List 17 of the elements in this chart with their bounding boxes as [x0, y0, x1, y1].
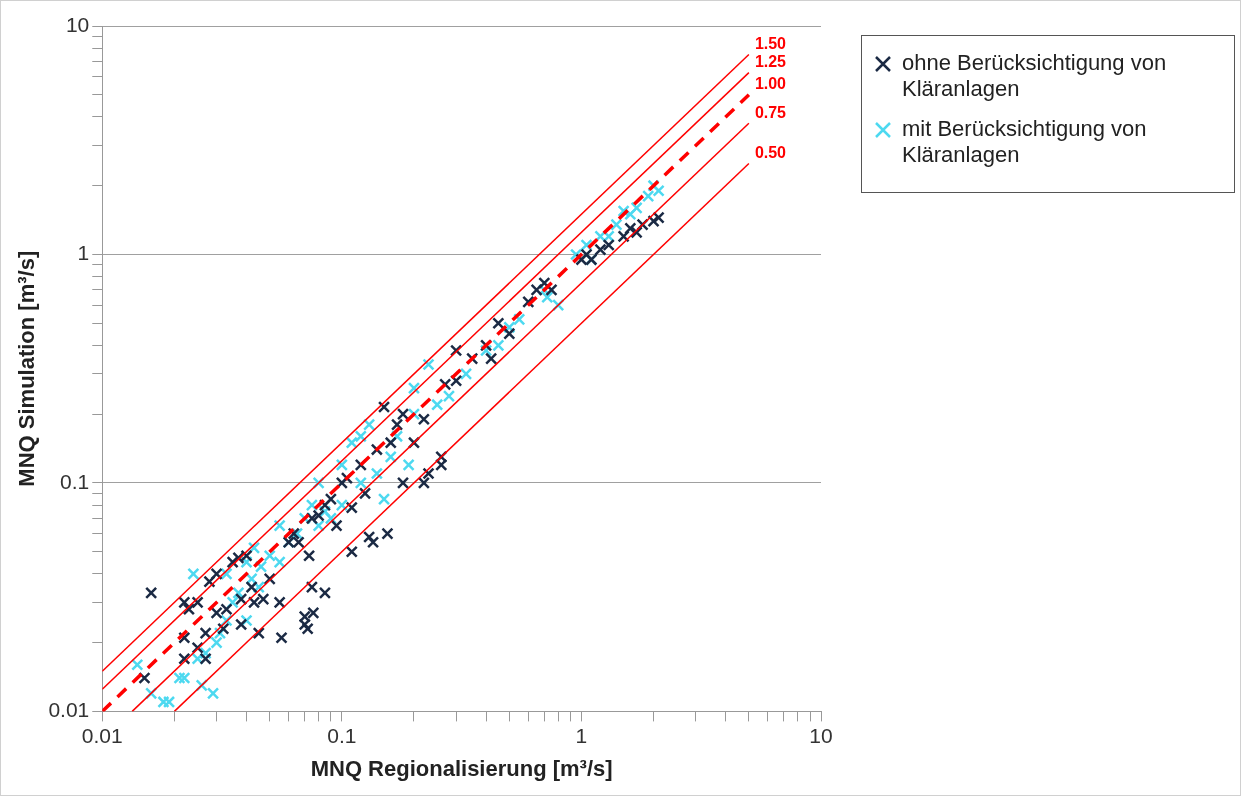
series-label: 1.50	[754, 34, 787, 52]
y-axis-title: MNQ Simulation [m³/s]	[14, 250, 40, 487]
y-tick-label: 0.01	[48, 698, 90, 722]
series-label: 1.25	[754, 53, 787, 71]
y-tick-label: 1	[77, 241, 90, 265]
y-tick-label: 0.1	[60, 469, 90, 493]
series-label: 0.75	[754, 103, 787, 121]
x-tick-label: 10	[809, 723, 833, 747]
x-tick-label: 0.1	[327, 723, 357, 747]
x-tick-label: 0.01	[81, 723, 123, 747]
legend-label: ohne Berücksichtigung von Kläranlagen	[902, 50, 1168, 102]
x-axis-title: MNQ Regionalisierung [m³/s]	[310, 755, 613, 781]
series-label: 1.00	[754, 75, 787, 93]
x-tick-label: 1	[575, 723, 588, 747]
series-label: 0.50	[754, 143, 787, 161]
legend-label: mit Berücksichtigung von Kläranlagen	[902, 116, 1148, 168]
y-tick-label: 10	[65, 12, 90, 36]
